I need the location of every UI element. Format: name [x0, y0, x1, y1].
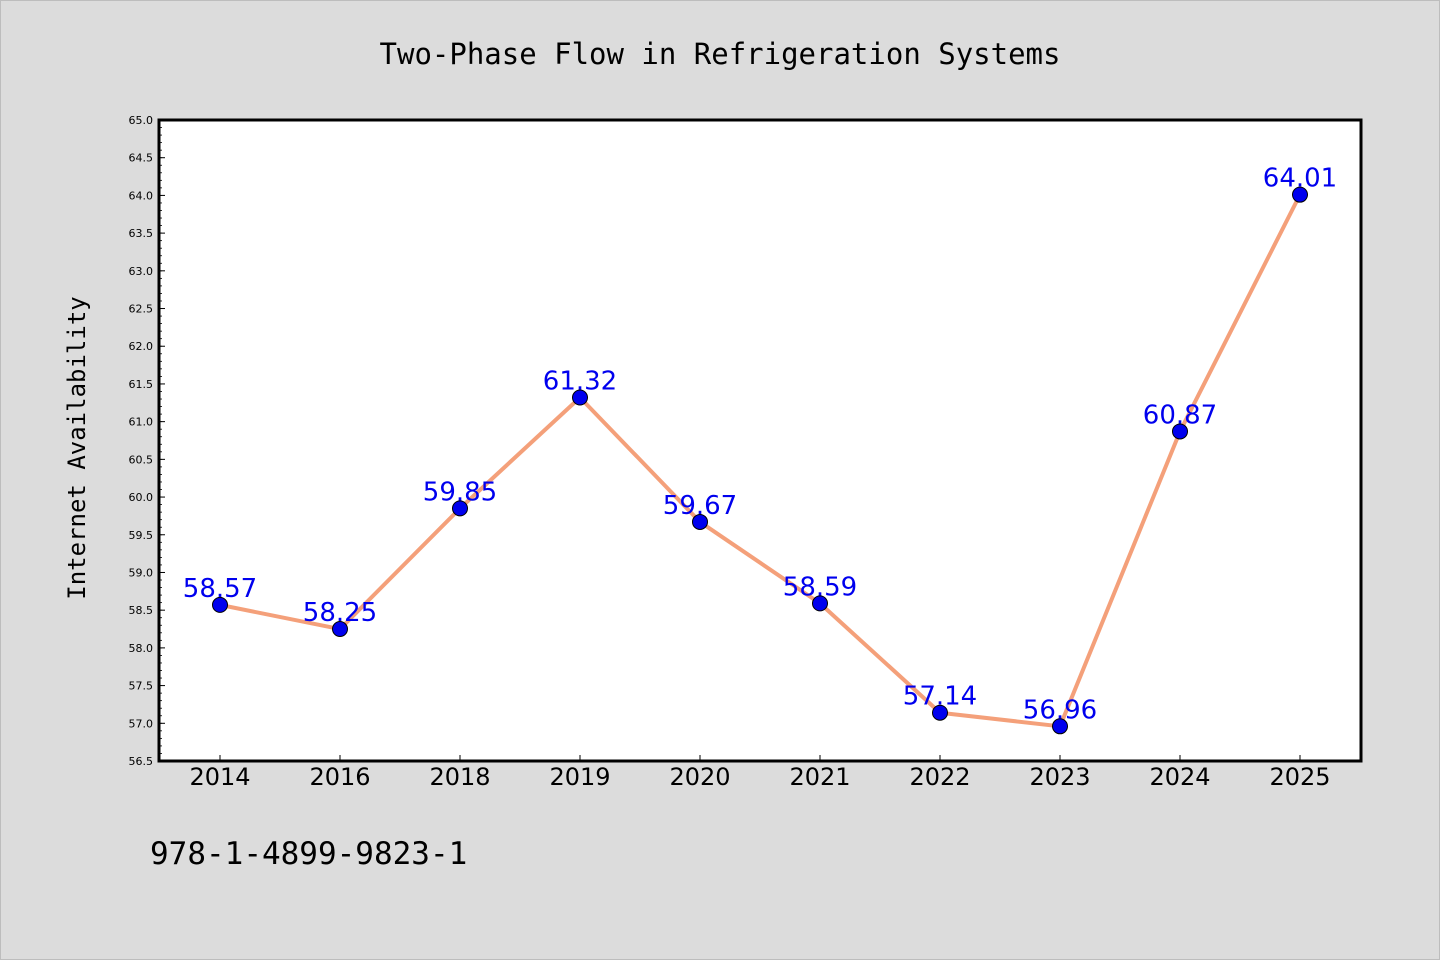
data-point	[812, 595, 828, 612]
y-tick-label: 65.0	[129, 114, 154, 127]
data-point	[932, 704, 948, 721]
x-tick-label: 2014	[189, 763, 250, 791]
data-label: 58.57	[183, 574, 257, 604]
y-tick-label: 59.0	[129, 566, 154, 579]
y-tick-label: 64.5	[129, 152, 154, 165]
y-tick-label: 62.0	[129, 340, 154, 353]
series-group: 58.57 58.25 59.85 61.32 59.67 58.59 57.14 56.96…	[183, 164, 1337, 735]
y-tick-label: 58.0	[129, 642, 154, 655]
data-label: 57.14	[903, 682, 977, 712]
x-axis-ticks: 2014 2016 2018 2019 2020 2021 2022 2023 2024 2025	[189, 755, 1331, 791]
footnote-isbn: 978-1-4899-9823-1	[150, 836, 467, 872]
data-label: 59.67	[663, 491, 737, 521]
x-tick-label: 2016	[309, 763, 370, 791]
x-tick-label: 2019	[549, 763, 610, 791]
y-tick-label: 61.5	[129, 378, 154, 391]
data-label: 59.85	[423, 477, 497, 507]
y-tick-label: 59.5	[129, 529, 154, 542]
y-tick-label: 60.5	[129, 453, 154, 466]
y-tick-label: 57.0	[129, 717, 154, 730]
y-tick-label: 63.5	[129, 227, 154, 240]
y-tick-label: 58.5	[129, 604, 154, 617]
y-tick-label: 61.0	[129, 416, 154, 429]
data-label: 64.01	[1263, 164, 1337, 194]
y-tick-label: 56.5	[129, 755, 154, 768]
data-label: 58.25	[303, 598, 377, 628]
data-point	[212, 596, 228, 613]
x-tick-label: 2021	[789, 763, 850, 791]
x-tick-label: 2018	[429, 763, 490, 791]
y-axis-label: Internet Availability	[63, 296, 91, 599]
data-point	[692, 513, 708, 530]
y-tick-label: 62.5	[129, 303, 154, 316]
series-line	[218, 192, 1302, 729]
y-tick-label: 63.0	[129, 265, 154, 278]
x-tick-label: 2024	[1149, 763, 1210, 791]
y-tick-label: 60.0	[129, 491, 154, 504]
y-axis-ticks: 56.5 57.0 57.5 58.0 58.5 59.0 59.5 60.0 60.5 61.0…	[129, 114, 165, 768]
data-label: 61.32	[543, 367, 617, 397]
data-point	[1292, 186, 1308, 203]
data-label: 60.87	[1143, 400, 1217, 430]
x-tick-label: 2023	[1029, 763, 1090, 791]
y-tick-label: 57.5	[129, 680, 154, 693]
data-point	[1052, 718, 1068, 735]
data-point	[452, 500, 468, 517]
data-label: 56.96	[1023, 695, 1097, 725]
x-tick-label: 2020	[669, 763, 730, 791]
plot-area	[157, 118, 1363, 763]
data-point	[1172, 423, 1188, 440]
x-tick-label: 2022	[909, 763, 970, 791]
data-label: 58.59	[783, 572, 857, 602]
y-tick-label: 64.0	[129, 189, 154, 202]
x-tick-label: 2025	[1269, 763, 1330, 791]
data-point	[572, 389, 588, 406]
chart-title: Two-Phase Flow in Refrigeration Systems	[380, 37, 1061, 71]
data-point	[332, 621, 348, 638]
